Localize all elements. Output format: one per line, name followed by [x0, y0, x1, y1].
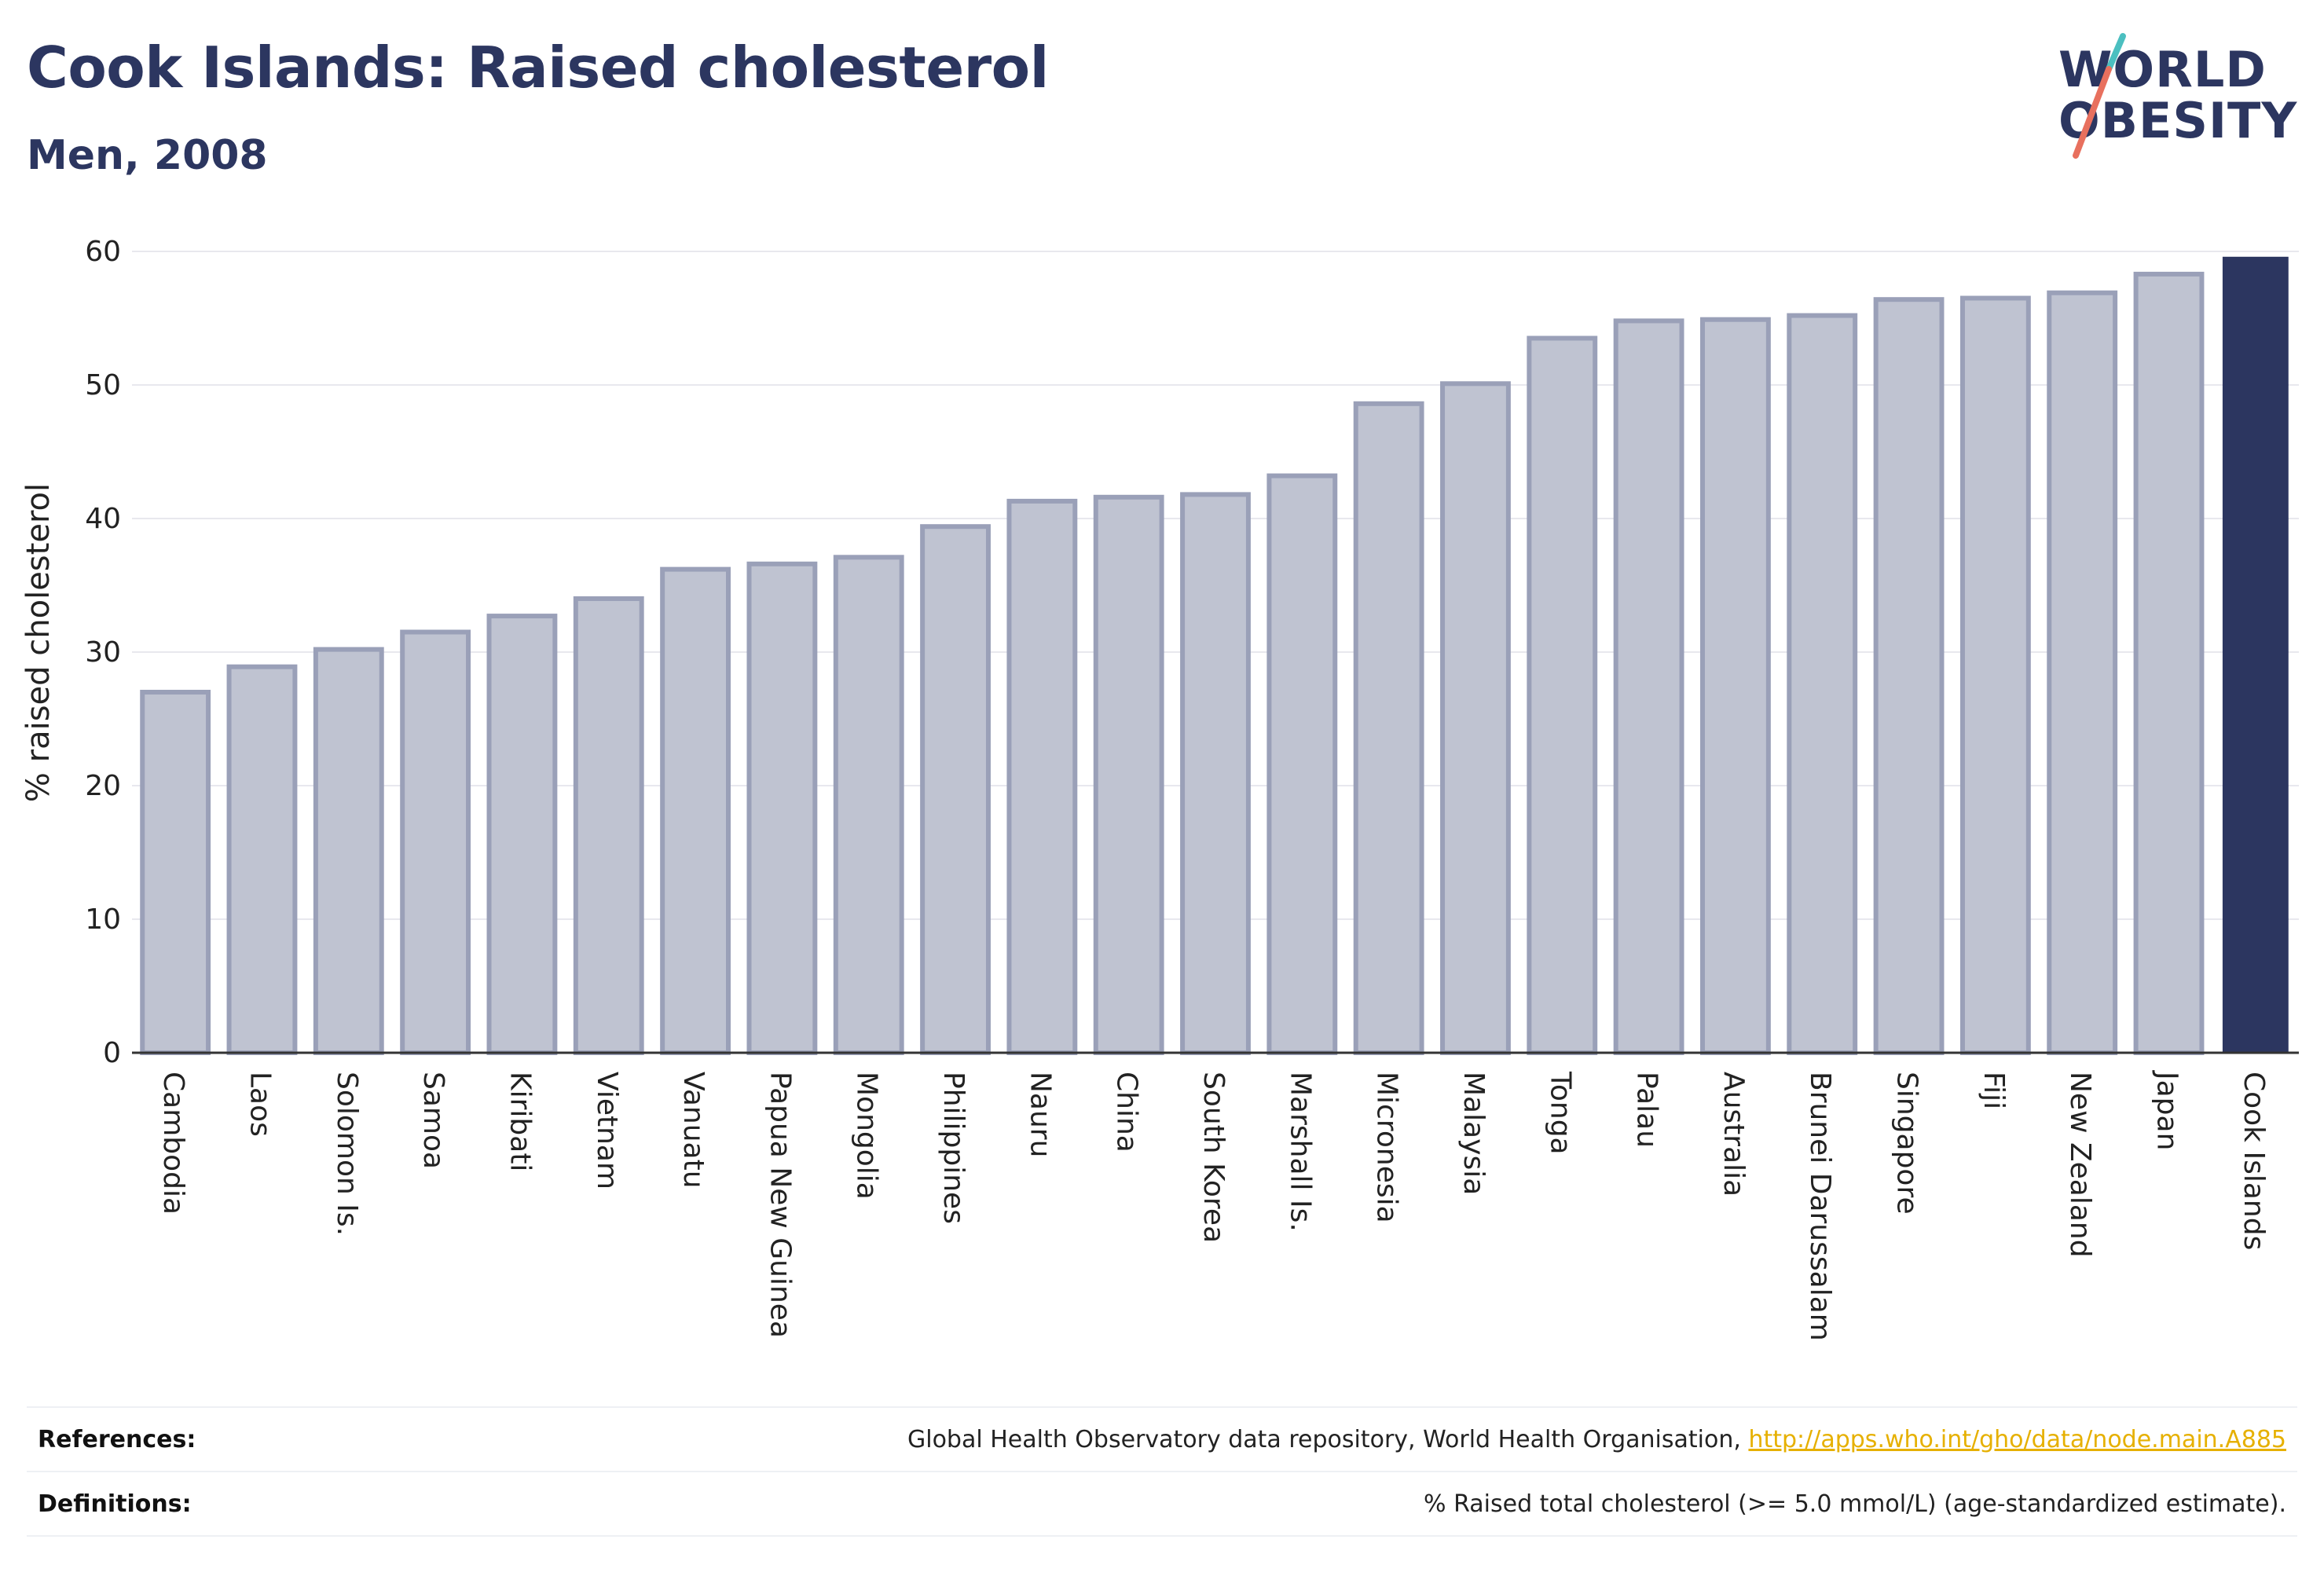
x-tick-label: Laos: [244, 1072, 276, 1137]
x-tick-label: Solomon Is.: [331, 1072, 363, 1236]
references-text: Global Health Observatory data repositor…: [907, 1425, 1741, 1453]
x-tick-label: Brunei Darussalam: [1804, 1072, 1836, 1341]
bar: [1266, 473, 1338, 1055]
x-tick-label: Fiji: [1978, 1072, 2010, 1109]
bar: [746, 561, 818, 1055]
references-link[interactable]: http://apps.who.int/gho/data/node.main.A…: [1748, 1425, 2286, 1453]
bar: [1006, 498, 1078, 1055]
x-tick-label: Philippines: [937, 1072, 970, 1224]
x-tick-label: Palau: [1631, 1072, 1663, 1148]
world-obesity-logo: WORLD OBESITY: [2043, 22, 2310, 171]
y-tick-label: 30: [85, 636, 121, 669]
chart-subtitle: Men, 2008: [27, 132, 268, 179]
definitions-label: Definitions:: [38, 1490, 192, 1518]
bar: [1613, 318, 1684, 1055]
bar: [1093, 494, 1164, 1055]
definitions-text: % Raised total cholesterol (>= 5.0 mmol/…: [1424, 1490, 2286, 1518]
x-tick-label: Japan: [2151, 1070, 2183, 1150]
references-row: References: Global Health Observatory da…: [27, 1406, 2297, 1471]
y-tick-label: 0: [103, 1037, 121, 1069]
x-tick-label: New Zealand: [2064, 1072, 2096, 1258]
bar: [2222, 256, 2289, 1053]
x-tick-label: Tonga: [1544, 1071, 1576, 1155]
bar: [1527, 335, 1598, 1055]
bar: [2047, 290, 2118, 1055]
bar: [920, 524, 991, 1055]
y-tick-label: 10: [85, 903, 121, 936]
y-tick-label: 20: [85, 770, 121, 802]
bar-chart: 0 10 20 30 40 50 60 Cambodia Laos Solomon Is. Samo…: [20, 236, 2299, 1341]
x-tick-label: Micronesia: [1371, 1072, 1403, 1223]
x-tick-label: Samoa: [417, 1072, 449, 1169]
bar: [833, 555, 904, 1055]
y-axis-title: % raised cholesterol: [20, 483, 57, 802]
references-label: References:: [38, 1425, 196, 1453]
y-tick-label: 40: [85, 503, 121, 535]
references-value: Global Health Observatory data repositor…: [907, 1426, 2297, 1453]
x-tick-label: Singapore: [1891, 1072, 1923, 1215]
bar: [1959, 295, 2031, 1055]
x-tick-label: Papua New Guinea: [764, 1072, 796, 1338]
bar: [2133, 271, 2205, 1055]
bar: [486, 614, 558, 1055]
bar: [660, 566, 731, 1055]
y-tick-label: 50: [85, 369, 121, 401]
bar: [1873, 297, 1945, 1055]
x-tick-label: Cook Islands: [2238, 1072, 2270, 1250]
x-tick-label: Kiribati: [504, 1072, 536, 1171]
bar: [1699, 317, 1771, 1055]
x-tick-label: South Korea: [1197, 1072, 1230, 1243]
x-tick-label: Cambodia: [157, 1072, 189, 1215]
bar: [313, 647, 384, 1055]
footer-divider: [27, 1535, 2297, 1537]
x-tick-label: Marshall Is.: [1284, 1072, 1316, 1232]
bar: [1180, 492, 1251, 1055]
definitions-row: Definitions: % Raised total cholesterol …: [27, 1471, 2297, 1535]
x-tick-label: Australia: [1717, 1072, 1750, 1197]
bar: [140, 690, 211, 1055]
x-tick-label: Nauru: [1024, 1072, 1056, 1157]
bar: [1440, 381, 1511, 1055]
bar: [1353, 401, 1424, 1055]
logo-slash-icon: [2073, 33, 2126, 159]
bar: [573, 596, 644, 1055]
x-tick-label: China: [1111, 1072, 1143, 1153]
chart-title: Cook Islands: Raised cholesterol: [27, 35, 1049, 101]
x-tick-label: Vanuatu: [677, 1072, 709, 1189]
x-tick-label: Mongolia: [851, 1072, 883, 1200]
bar: [400, 629, 471, 1055]
y-tick-label: 60: [85, 236, 121, 268]
bar: [1787, 313, 1858, 1056]
x-tick-label: Vietnam: [591, 1072, 623, 1189]
bar: [226, 664, 298, 1055]
x-tick-label: Malaysia: [1457, 1072, 1490, 1195]
logo-line-1: WORLD: [2058, 41, 2267, 98]
